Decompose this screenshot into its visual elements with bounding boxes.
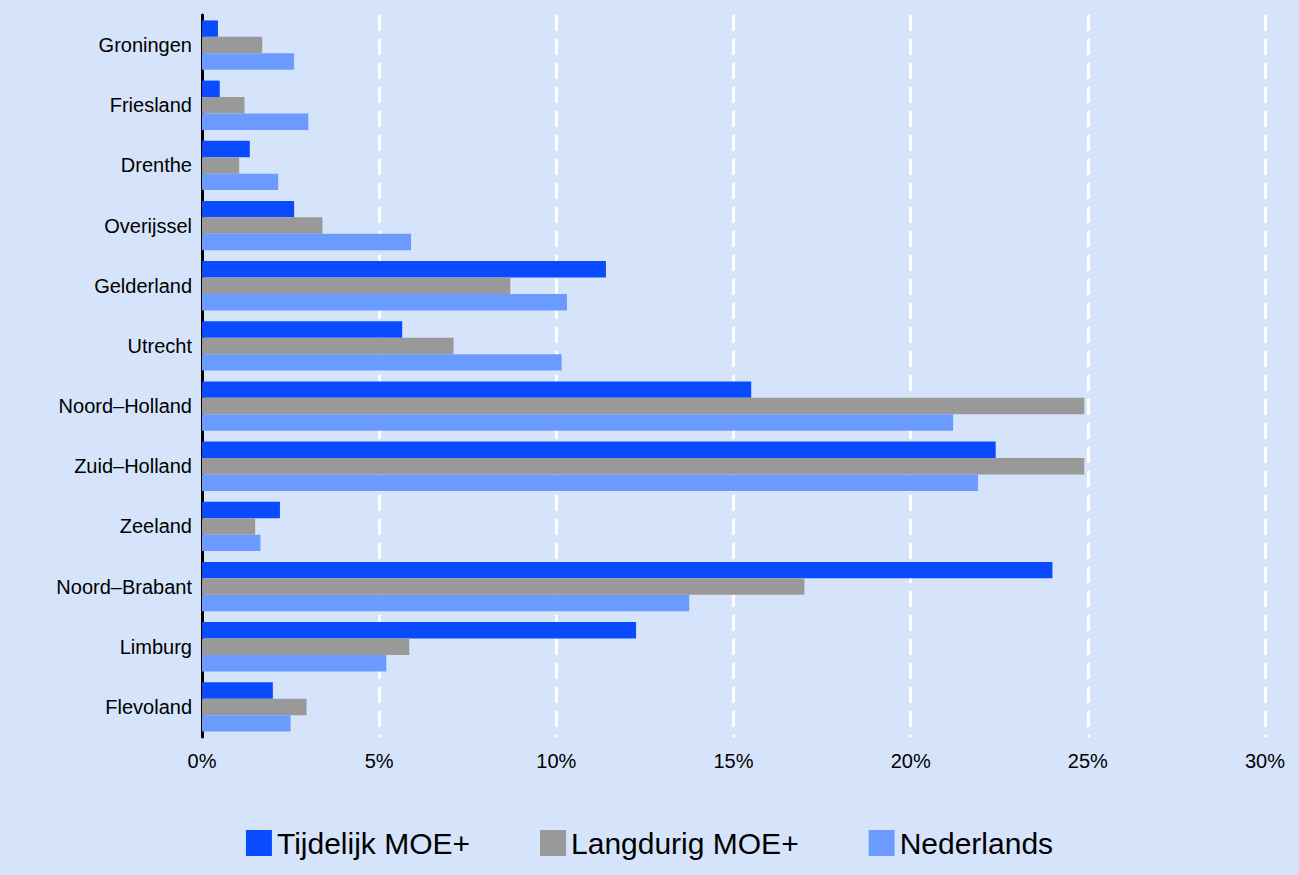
svg-text:15%: 15% [713, 750, 753, 772]
svg-text:5%: 5% [365, 750, 394, 772]
svg-text:20%: 20% [891, 750, 931, 772]
svg-text:0%: 0% [188, 750, 217, 772]
svg-text:Groningen: Groningen [99, 34, 192, 56]
svg-text:Noord–Holland: Noord–Holland [59, 395, 192, 417]
svg-text:Drenthe: Drenthe [121, 154, 192, 176]
svg-text:10%: 10% [536, 750, 576, 772]
svg-text:25%: 25% [1068, 750, 1108, 772]
svg-text:Langdurig MOE+: Langdurig MOE+ [571, 827, 799, 860]
svg-text:Gelderland: Gelderland [94, 275, 192, 297]
svg-text:30%: 30% [1245, 750, 1285, 772]
svg-text:Noord–Brabant: Noord–Brabant [56, 576, 192, 598]
svg-text:Flevoland: Flevoland [105, 696, 192, 718]
svg-text:Tijdelijk MOE+: Tijdelijk MOE+ [277, 827, 470, 860]
svg-text:Zuid–Holland: Zuid–Holland [74, 455, 192, 477]
svg-text:Friesland: Friesland [110, 94, 192, 116]
svg-text:Limburg: Limburg [120, 636, 192, 658]
svg-text:Overijssel: Overijssel [104, 215, 192, 237]
svg-text:Nederlands: Nederlands [900, 827, 1053, 860]
svg-text:Utrecht: Utrecht [128, 335, 193, 357]
svg-text:Zeeland: Zeeland [120, 515, 192, 537]
